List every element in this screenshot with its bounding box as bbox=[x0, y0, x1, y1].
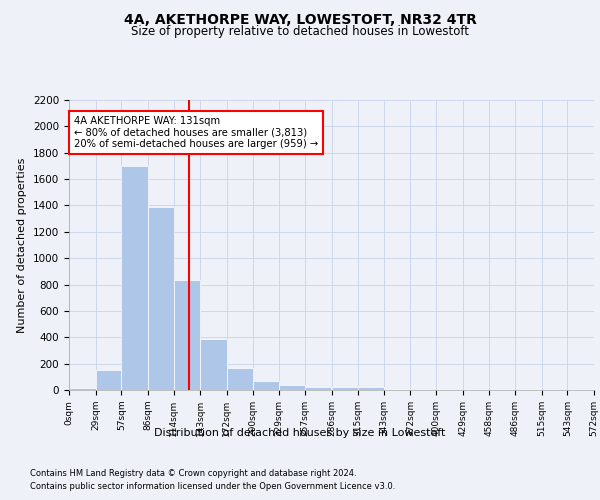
Bar bbox=[95, 370, 121, 390]
Text: 4A, AKETHORPE WAY, LOWESTOFT, NR32 4TR: 4A, AKETHORPE WAY, LOWESTOFT, NR32 4TR bbox=[124, 12, 476, 26]
Bar bbox=[305, 386, 331, 390]
Bar bbox=[148, 207, 173, 390]
Text: Distribution of detached houses by size in Lowestoft: Distribution of detached houses by size … bbox=[154, 428, 446, 438]
Bar bbox=[253, 382, 279, 390]
Bar bbox=[358, 388, 384, 390]
Text: 4A AKETHORPE WAY: 131sqm
← 80% of detached houses are smaller (3,813)
20% of sem: 4A AKETHORPE WAY: 131sqm ← 80% of detach… bbox=[74, 116, 318, 149]
Bar bbox=[69, 388, 95, 390]
Text: Contains public sector information licensed under the Open Government Licence v3: Contains public sector information licen… bbox=[30, 482, 395, 491]
Bar bbox=[384, 388, 410, 390]
Y-axis label: Number of detached properties: Number of detached properties bbox=[17, 158, 28, 332]
Text: Contains HM Land Registry data © Crown copyright and database right 2024.: Contains HM Land Registry data © Crown c… bbox=[30, 469, 356, 478]
Text: Size of property relative to detached houses in Lowestoft: Size of property relative to detached ho… bbox=[131, 25, 469, 38]
Bar bbox=[200, 338, 227, 390]
Bar bbox=[279, 386, 305, 390]
Bar bbox=[331, 386, 358, 390]
Bar bbox=[121, 166, 148, 390]
Bar bbox=[227, 368, 253, 390]
Bar bbox=[173, 280, 200, 390]
